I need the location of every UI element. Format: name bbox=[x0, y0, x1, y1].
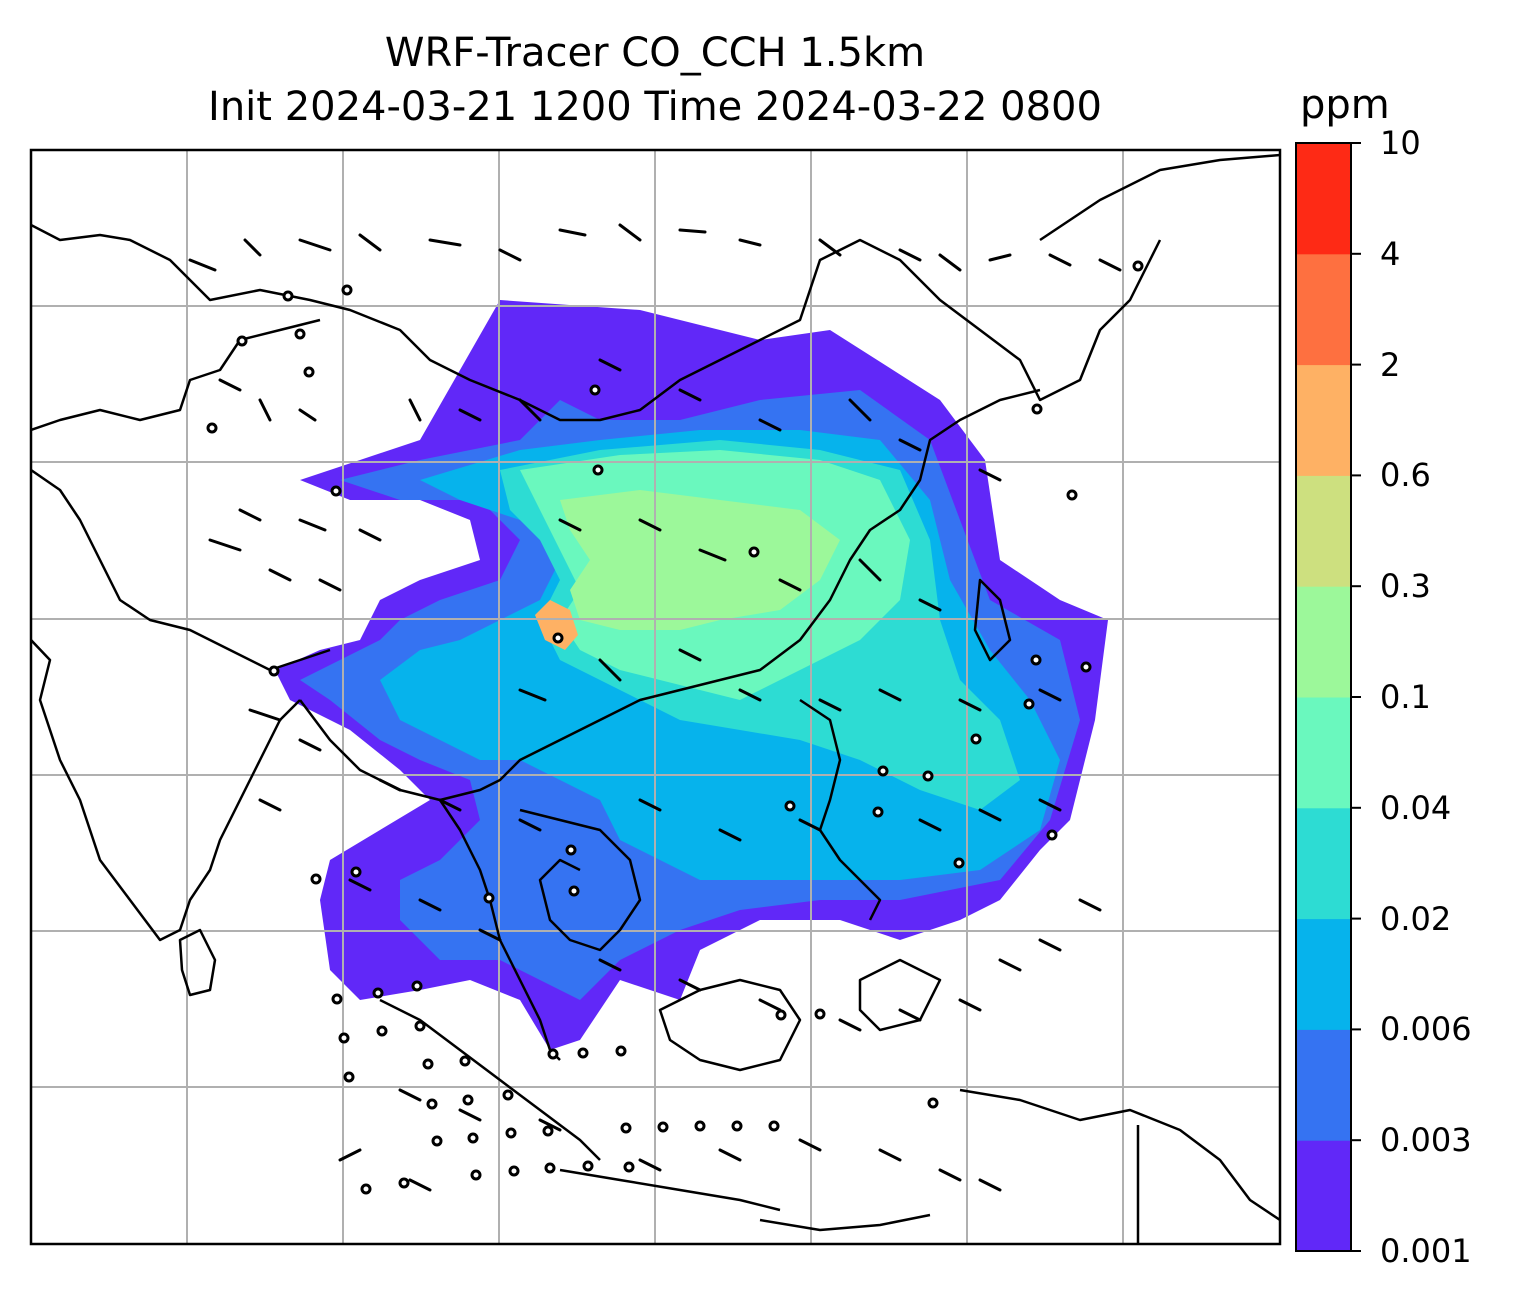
colorbar-tick-label: 0.6 bbox=[1380, 456, 1431, 495]
colorbar-tick-label: 0.001 bbox=[1380, 1232, 1472, 1270]
colorbar bbox=[1295, 142, 1361, 1252]
colorbar-segment bbox=[1296, 807, 1351, 920]
colorbar-segment bbox=[1296, 1140, 1351, 1252]
colorbar-tick-label: 4 bbox=[1380, 234, 1401, 273]
co-concentration-field bbox=[275, 300, 1108, 1050]
colorbar-segment bbox=[1296, 697, 1351, 809]
colorbar-segment bbox=[1296, 364, 1351, 476]
lat-lon-grid bbox=[31, 150, 1280, 1244]
colorbar-segment bbox=[1296, 253, 1351, 366]
colorbar-unit-label: ppm bbox=[1300, 82, 1390, 128]
colorbar-tick-label: 0.1 bbox=[1380, 678, 1431, 716]
colorbar-tick-label: 0.003 bbox=[1380, 1121, 1472, 1160]
colorbar-segment bbox=[1296, 475, 1351, 587]
colorbar-tick-label: 0.3 bbox=[1380, 567, 1431, 606]
band-0.6 bbox=[535, 600, 578, 650]
colorbar-segment bbox=[1296, 1029, 1351, 1141]
colorbar-tick-label: 2 bbox=[1380, 345, 1401, 384]
colorbar-tick-label: 0.04 bbox=[1380, 788, 1452, 827]
map-title-line-1: WRF-Tracer CO_CCH 1.5km bbox=[384, 30, 926, 76]
colorbar-segment bbox=[1296, 143, 1351, 255]
colorbar-tick-label: 0.006 bbox=[1380, 1010, 1472, 1049]
map-title-line-2: Init 2024-03-21 1200 Time 2024-03-22 080… bbox=[208, 84, 1102, 130]
coastlines bbox=[31, 153, 1280, 1244]
map-frame bbox=[29, 148, 1282, 1246]
calm-wind-markers bbox=[206, 260, 1144, 1195]
colorbar-segment bbox=[1296, 586, 1351, 698]
band-0.1 bbox=[560, 490, 840, 630]
wind-barbs bbox=[188, 223, 1122, 1192]
colorbar-segment bbox=[1296, 918, 1351, 1030]
colorbar-tick-label: 10 bbox=[1380, 124, 1421, 162]
colorbar-tick-label: 0.02 bbox=[1380, 899, 1452, 938]
map-plot-area bbox=[31, 150, 1280, 1244]
